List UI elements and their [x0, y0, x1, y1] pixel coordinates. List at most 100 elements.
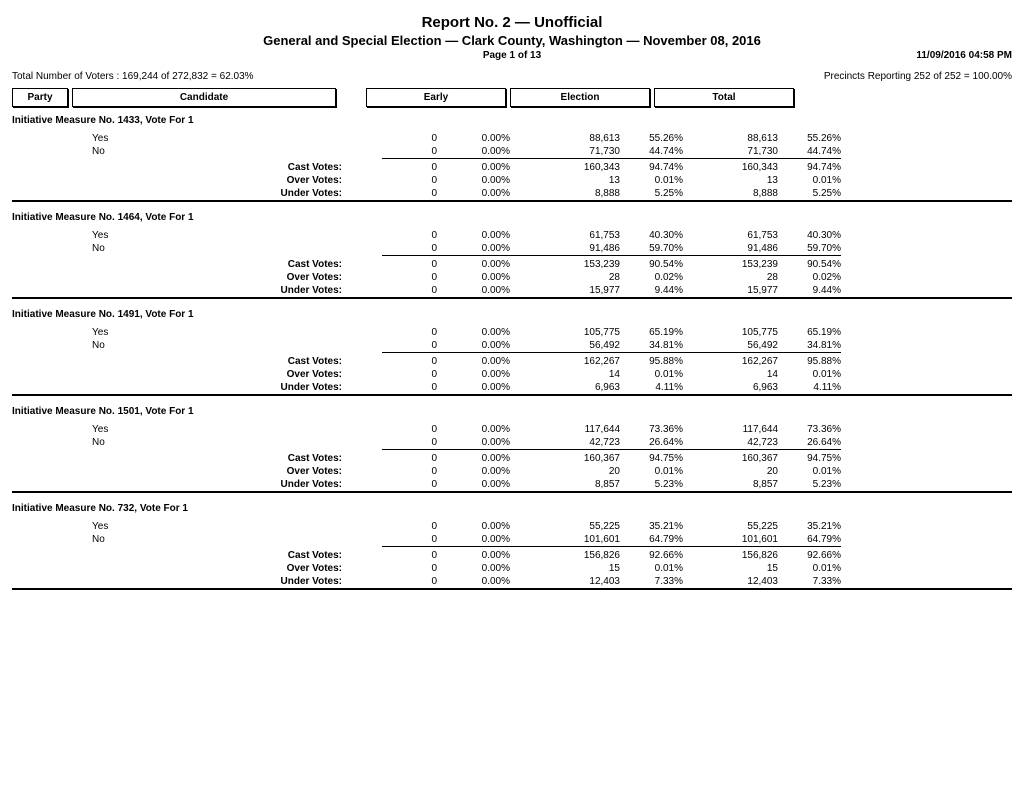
value-cell: 0: [382, 271, 437, 284]
contest-title: Initiative Measure No. 1501, Vote For 1: [12, 406, 1012, 417]
value-cell: 7.33%: [620, 575, 683, 588]
page-indicator: Page 1 of 13: [483, 50, 541, 61]
value-cell: 65.19%: [620, 326, 683, 339]
summary-label: Cast Votes:: [72, 258, 382, 271]
value-cell: 12,403: [510, 575, 620, 588]
value-cell: 94.74%: [778, 161, 841, 174]
value-cell: 0: [382, 339, 437, 353]
summary-row: Cast Votes:00.00%160,34394.74%160,34394.…: [12, 161, 1012, 174]
hdr-early: Early: [366, 88, 506, 107]
value-cell: 0.01%: [778, 562, 841, 575]
summary-row: Under Votes:00.00%12,4037.33%12,4037.33%: [12, 575, 1012, 588]
value-cell: 40.30%: [620, 229, 683, 242]
value-cell: 55.26%: [778, 132, 841, 145]
value-cell: 91,486: [510, 242, 620, 256]
value-cell: 0.01%: [620, 465, 683, 478]
value-cell: 0.01%: [778, 465, 841, 478]
value-cell: 56,492: [683, 339, 778, 353]
value-cell: 94.75%: [620, 452, 683, 465]
summary-label: Cast Votes:: [72, 549, 382, 562]
choice-row: No00.00%56,49234.81%56,49234.81%: [12, 339, 1012, 353]
choice-name: No: [72, 436, 382, 450]
value-cell: 90.54%: [778, 258, 841, 271]
value-cell: 0.01%: [778, 368, 841, 381]
value-cell: 26.64%: [778, 436, 841, 450]
value-cell: 160,343: [510, 161, 620, 174]
value-cell: 0.00%: [437, 381, 510, 394]
value-cell: 61,753: [683, 229, 778, 242]
summary-row: Cast Votes:00.00%156,82692.66%156,82692.…: [12, 549, 1012, 562]
value-cell: 101,601: [683, 533, 778, 547]
value-cell: 160,367: [683, 452, 778, 465]
summary-row: Under Votes:00.00%8,8885.25%8,8885.25%: [12, 187, 1012, 200]
choice-row: No00.00%42,72326.64%42,72326.64%: [12, 436, 1012, 450]
contest-title: Initiative Measure No. 1491, Vote For 1: [12, 309, 1012, 320]
value-cell: 0: [382, 423, 437, 436]
value-cell: 59.70%: [620, 242, 683, 256]
value-cell: 13: [683, 174, 778, 187]
summary-row: Under Votes:00.00%8,8575.23%8,8575.23%: [12, 478, 1012, 491]
value-cell: 56,492: [510, 339, 620, 353]
summary-row: Over Votes:00.00%280.02%280.02%: [12, 271, 1012, 284]
value-cell: 117,644: [683, 423, 778, 436]
value-cell: 153,239: [510, 258, 620, 271]
value-cell: 0.00%: [437, 423, 510, 436]
value-cell: 13: [510, 174, 620, 187]
value-cell: 8,888: [683, 187, 778, 200]
value-cell: 34.81%: [620, 339, 683, 353]
summary-row: Under Votes:00.00%15,9779.44%15,9779.44%: [12, 284, 1012, 297]
value-cell: 0: [382, 381, 437, 394]
value-cell: 40.30%: [778, 229, 841, 242]
value-cell: 15: [683, 562, 778, 575]
value-cell: 92.66%: [620, 549, 683, 562]
choice-name: No: [72, 339, 382, 353]
choice-row: Yes00.00%55,22535.21%55,22535.21%: [12, 520, 1012, 533]
value-cell: 0.00%: [437, 465, 510, 478]
value-cell: 71,730: [510, 145, 620, 159]
precincts-reporting: Precincts Reporting 252 of 252 = 100.00%: [824, 71, 1012, 82]
value-cell: 8,857: [683, 478, 778, 491]
hdr-total: Total: [654, 88, 794, 107]
value-cell: 0: [382, 465, 437, 478]
contest-title: Initiative Measure No. 1433, Vote For 1: [12, 115, 1012, 126]
value-cell: 14: [510, 368, 620, 381]
value-cell: 0.01%: [620, 368, 683, 381]
value-cell: 160,343: [683, 161, 778, 174]
choice-row: Yes00.00%117,64473.36%117,64473.36%: [12, 423, 1012, 436]
value-cell: 0.00%: [437, 368, 510, 381]
value-cell: 0: [382, 258, 437, 271]
value-cell: 5.23%: [620, 478, 683, 491]
value-cell: 0.00%: [437, 562, 510, 575]
summary-label: Cast Votes:: [72, 161, 382, 174]
value-cell: 15,977: [683, 284, 778, 297]
value-cell: 0: [382, 520, 437, 533]
value-cell: 0: [382, 355, 437, 368]
choice-row: Yes00.00%105,77565.19%105,77565.19%: [12, 326, 1012, 339]
value-cell: 0.00%: [437, 229, 510, 242]
value-cell: 0.00%: [437, 575, 510, 588]
summary-label: Over Votes:: [72, 562, 382, 575]
value-cell: 88,613: [683, 132, 778, 145]
value-cell: 0.00%: [437, 436, 510, 450]
timestamp: 11/09/2016 04:58 PM: [916, 50, 1012, 61]
value-cell: 0: [382, 284, 437, 297]
contest-title: Initiative Measure No. 1464, Vote For 1: [12, 212, 1012, 223]
value-cell: 9.44%: [778, 284, 841, 297]
value-cell: 0: [382, 145, 437, 159]
summary-label: Under Votes:: [72, 284, 382, 297]
value-cell: 0: [382, 326, 437, 339]
value-cell: 101,601: [510, 533, 620, 547]
value-cell: 44.74%: [778, 145, 841, 159]
value-cell: 105,775: [683, 326, 778, 339]
summary-label: Over Votes:: [72, 368, 382, 381]
value-cell: 20: [510, 465, 620, 478]
value-cell: 14: [683, 368, 778, 381]
value-cell: 0.00%: [437, 174, 510, 187]
value-cell: 94.75%: [778, 452, 841, 465]
hdr-party: Party: [12, 88, 68, 107]
value-cell: 5.23%: [778, 478, 841, 491]
value-cell: 0: [382, 161, 437, 174]
summary-row: Over Votes:00.00%150.01%150.01%: [12, 562, 1012, 575]
value-cell: 0: [382, 436, 437, 450]
value-cell: 6,963: [683, 381, 778, 394]
